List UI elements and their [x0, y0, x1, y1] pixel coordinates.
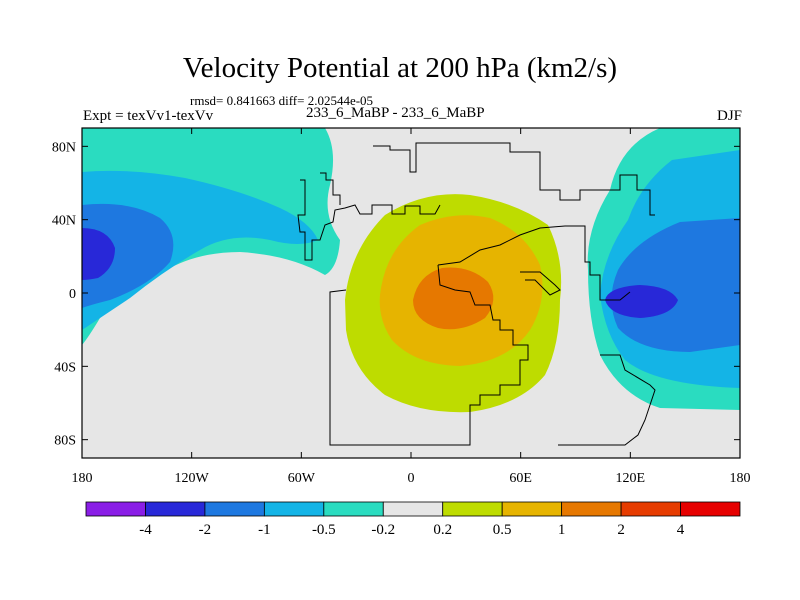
colorbar-label: 1	[558, 522, 566, 538]
stats-label: rmsd= 0.841663 diff= 2.02544e-05	[190, 93, 374, 108]
case-label: 233_6_MaBP - 233_6_MaBP	[306, 105, 485, 121]
colorbar-swatch	[501, 501, 563, 517]
colorbar-label: 0.5	[493, 522, 512, 538]
coastline-africa	[329, 264, 529, 446]
colorbar-swatch	[263, 501, 325, 517]
x-tick-label: 180	[72, 471, 93, 486]
colorbar-swatch	[442, 501, 503, 517]
colorbar-swatch	[561, 501, 622, 517]
coastline-north-atlantic	[297, 179, 441, 261]
x-tick-label: 120E	[616, 471, 646, 486]
y-tick-label: 80N	[52, 140, 76, 155]
y-tick-label: 40N	[52, 214, 76, 229]
colorbar-label: -0.5	[312, 522, 336, 538]
colorbar-label: 2	[617, 522, 625, 538]
contour-band-neg-2-east	[605, 285, 678, 318]
colorbar-label: 0.2	[433, 522, 452, 538]
coastline-asia-south	[437, 225, 631, 301]
colorbar: -4 -2 -1 -0.5 -0.2 0.2 0.5 1 2 4	[85, 501, 741, 538]
colorbar-swatch	[323, 501, 384, 517]
x-tick-label: 0	[408, 471, 415, 486]
coastline-greenland	[320, 172, 341, 205]
contour-field	[82, 128, 740, 458]
colorbar-swatch	[620, 501, 681, 517]
colorbar-label: -0.2	[371, 522, 395, 538]
colorbar-label: -1	[258, 522, 271, 538]
y-tick-label: 0	[69, 287, 76, 302]
coastline-australia	[558, 354, 656, 446]
contour-band-neg-2-west	[82, 228, 115, 280]
x-tick-label: 60W	[288, 471, 316, 486]
x-tick-label: 120W	[175, 471, 210, 486]
y-axis: 80N 40N 0 40S 80S	[52, 140, 740, 449]
colorbar-swatch	[382, 501, 444, 517]
contour-band-neg-1-east	[611, 218, 740, 352]
contour-band-neg-1-west	[82, 203, 174, 308]
y-tick-label: 80S	[54, 434, 76, 449]
colorbar-swatch	[680, 501, 741, 517]
experiment-label: Expt = texVv1-texVv	[83, 108, 214, 124]
colorbar-swatch	[85, 501, 146, 517]
x-tick-label: 60E	[509, 471, 532, 486]
season-label: DJF	[716, 108, 742, 124]
coastline-europe-asia	[373, 142, 655, 216]
coastlines	[297, 142, 656, 446]
colorbar-label: -4	[139, 522, 152, 538]
colorbar-label: -2	[199, 522, 212, 538]
colorbar-label: 4	[677, 522, 685, 538]
coastline-arabia	[520, 271, 561, 296]
x-tick-label: 180	[730, 471, 751, 486]
chart-title: Velocity Potential at 200 hPa (km2/s)	[182, 52, 618, 84]
colorbar-swatch	[145, 501, 206, 517]
colorbar-swatch	[204, 501, 265, 517]
x-axis: 180 120W 60W 0 60E 120E 180	[72, 128, 751, 486]
contour-band-pos-2	[413, 267, 494, 330]
y-tick-label: 40S	[54, 360, 76, 375]
